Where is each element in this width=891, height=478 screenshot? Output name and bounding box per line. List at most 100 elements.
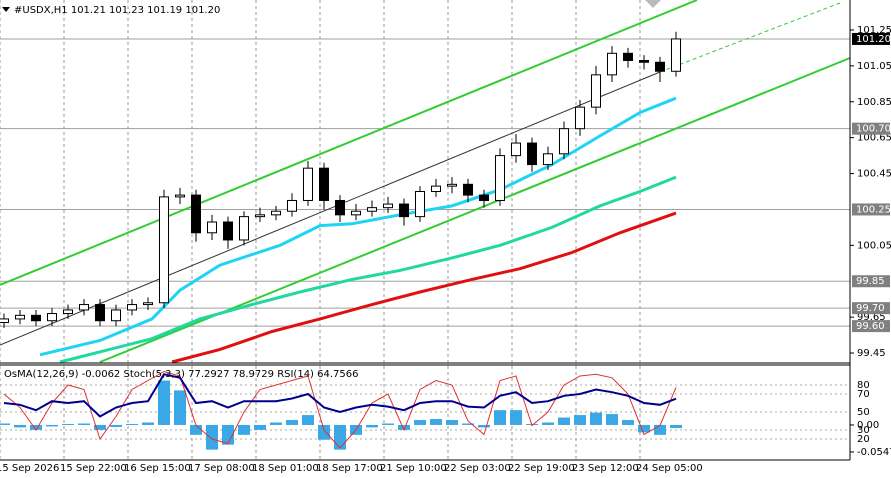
- candle-body: [319, 167, 329, 201]
- osma-bar: [542, 422, 554, 425]
- candle-body: [271, 210, 281, 216]
- candle-body: [447, 183, 457, 187]
- candle-body: [255, 214, 265, 218]
- osma-bar: [670, 424, 682, 429]
- x-tick-label: 17 Sep 08:00: [188, 463, 255, 474]
- candle-body: [607, 52, 617, 76]
- candle-body: [335, 199, 345, 216]
- x-tick-label: 18 Sep 17:00: [316, 463, 383, 474]
- osma-bar: [238, 424, 250, 435]
- y-tick-label: 101.25: [857, 25, 891, 36]
- y-tick-label: 99.65: [857, 312, 886, 323]
- candle-body: [143, 302, 153, 306]
- level-label: 100.70: [856, 124, 891, 135]
- oscillator-line: [3, 373, 677, 418]
- osma-bar: [638, 424, 650, 433]
- osma-bar: [478, 424, 490, 428]
- osma-bar: [382, 423, 394, 425]
- osma-bar: [510, 410, 522, 425]
- osma-bar: [590, 412, 602, 425]
- osma-bar: [126, 423, 138, 425]
- candle-body: [399, 203, 409, 218]
- osma-bar: [558, 417, 570, 425]
- x-tick-label: 22 Sep 19:00: [508, 463, 575, 474]
- osma-bar: [0, 423, 10, 425]
- osc-tick-label: 50: [857, 407, 870, 418]
- osma-bar: [574, 415, 586, 425]
- osma-bar: [254, 424, 266, 430]
- osma-tick-label: 0.00: [857, 420, 879, 431]
- level-label-box: [852, 275, 890, 288]
- indicator-title: OsMA(12,26,9) -0.0062 Stoch(5,3,3) 77.29…: [4, 369, 359, 380]
- candle-body: [239, 216, 249, 241]
- level-label-box: [852, 302, 890, 315]
- osma-bar: [606, 414, 618, 425]
- candle-body: [287, 199, 297, 212]
- candle-body: [223, 221, 233, 241]
- osma-bar: [366, 424, 378, 428]
- osma-bar: [174, 390, 186, 425]
- candle-body: [175, 194, 185, 198]
- candle-body: [303, 167, 313, 201]
- candle-body: [47, 313, 57, 322]
- level-label: 99.60: [856, 321, 885, 332]
- x-tick-label: 23 Sep 12:00: [572, 463, 639, 474]
- candle-body: [511, 142, 521, 157]
- osma-bar: [398, 424, 410, 430]
- osma-bar: [462, 423, 474, 425]
- candle-body: [527, 142, 537, 166]
- osc-tick-label: 20: [857, 434, 870, 445]
- osma-bar: [142, 422, 154, 425]
- moving-average-line: [171, 211, 677, 364]
- candle-body: [0, 318, 9, 324]
- level-label: 99.70: [856, 303, 885, 314]
- osma-bar: [62, 423, 74, 425]
- candle-body: [351, 210, 361, 216]
- candle-body: [671, 38, 681, 72]
- candle-body: [63, 309, 73, 315]
- candle-body: [479, 194, 489, 201]
- osma-bar: [158, 380, 170, 425]
- candle-body: [431, 185, 441, 192]
- channel-middle: [0, 71, 661, 346]
- candle-body: [655, 61, 665, 72]
- candle-body: [367, 207, 377, 212]
- level-label-box: [852, 32, 890, 45]
- osma-bar: [414, 420, 426, 425]
- osma-bar: [446, 420, 458, 425]
- candle-body: [463, 183, 473, 196]
- data-layer: [0, 31, 682, 450]
- osma-bar: [654, 424, 666, 435]
- candle-body: [415, 190, 425, 218]
- chart-title: #USDX,H1 101.21 101.23 101.19 101.20: [14, 5, 220, 16]
- candle-body: [559, 128, 569, 155]
- osma-bar: [270, 422, 282, 425]
- candle-body: [127, 304, 137, 311]
- level-label: 101.20: [856, 34, 891, 45]
- osma-bar: [430, 419, 442, 425]
- candle-body: [31, 314, 41, 322]
- level-label-box: [852, 122, 890, 135]
- y-tick-label: 100.85: [857, 97, 891, 108]
- osma-bar: [222, 424, 234, 445]
- osma-bar: [110, 424, 122, 427]
- candle-body: [575, 106, 585, 130]
- osc-tick-label: 70: [857, 389, 870, 400]
- candle-body: [623, 52, 633, 61]
- collapse-icon: [2, 7, 10, 12]
- osc-tick-label: 30: [857, 425, 870, 436]
- candle-body: [79, 304, 89, 311]
- candle-body: [495, 155, 505, 201]
- candle-body: [207, 221, 217, 234]
- osma-bar: [30, 424, 42, 430]
- candle-body: [95, 304, 105, 322]
- moving-average-line: [59, 175, 677, 364]
- osma-bar: [302, 415, 314, 425]
- osma-bar: [622, 420, 634, 425]
- osma-bar: [190, 424, 202, 435]
- y-tick-label: 100.05: [857, 240, 891, 251]
- channel-upper: [0, 0, 698, 286]
